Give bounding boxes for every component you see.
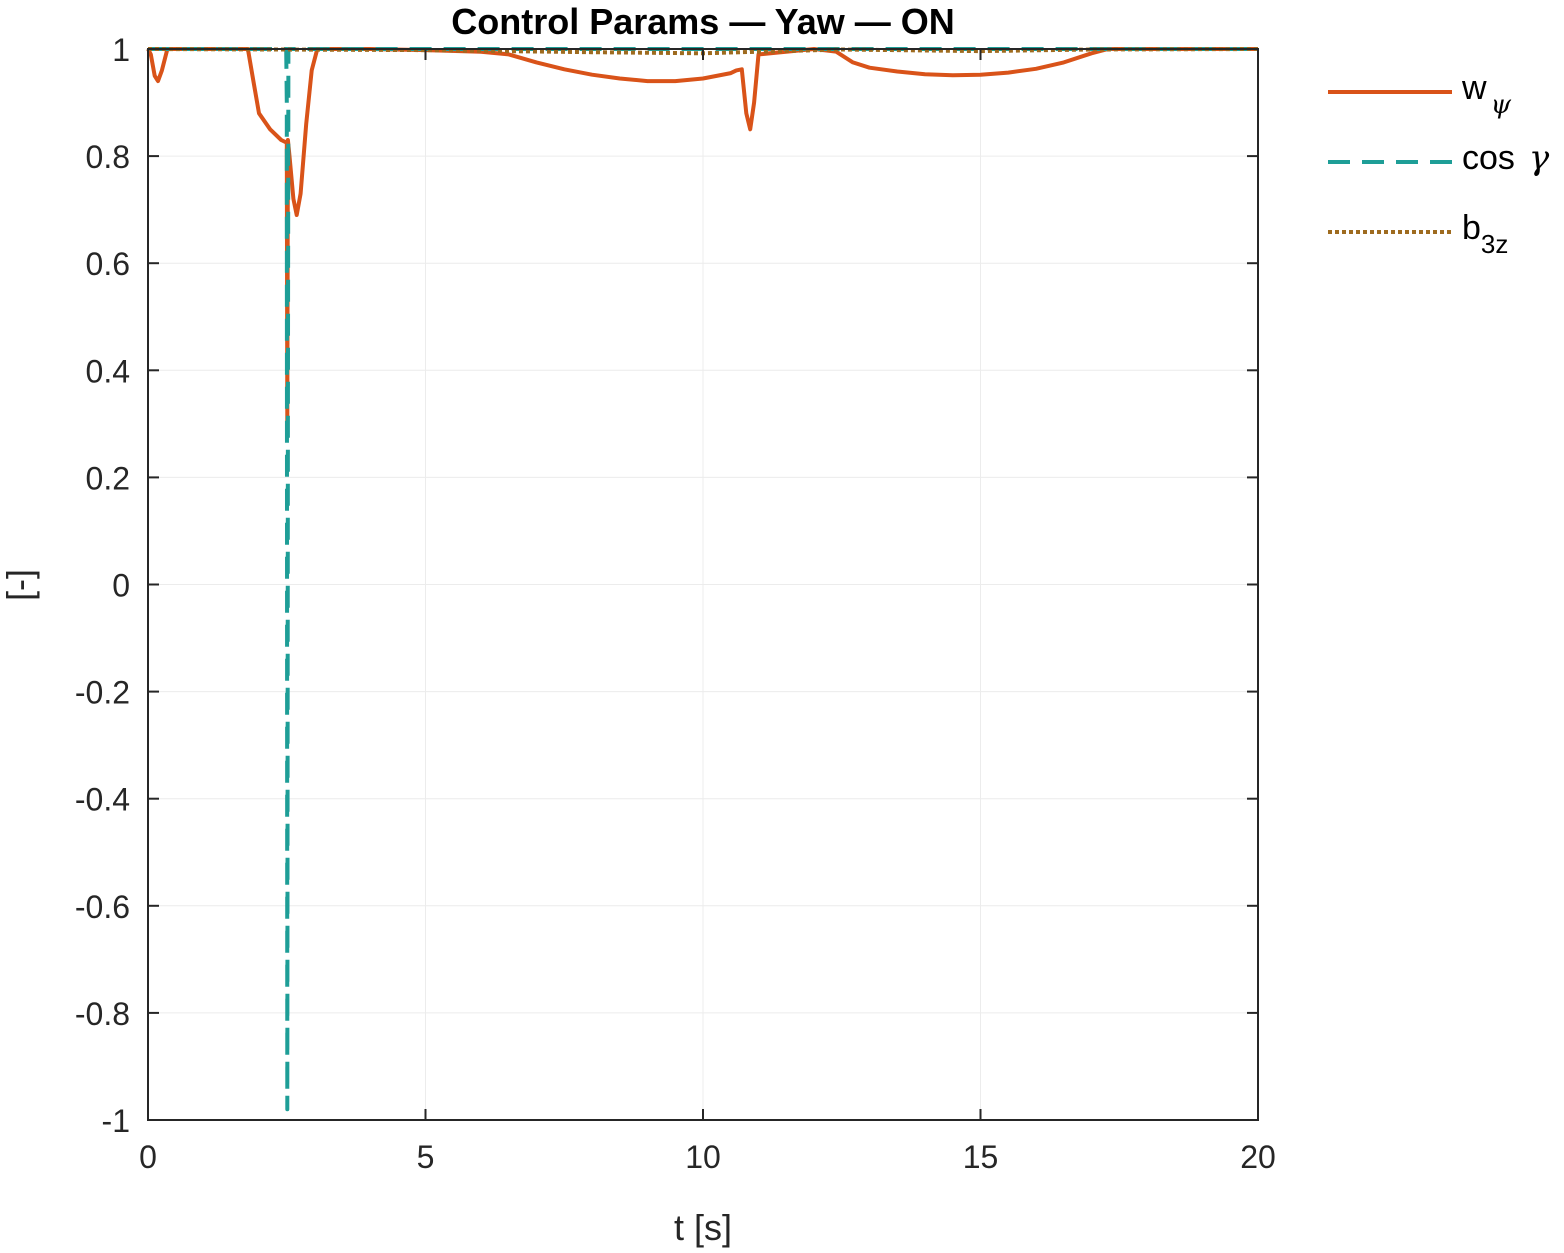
y-tick-label: -1 — [102, 1103, 130, 1139]
legend-label-sub: ψ — [1491, 90, 1512, 120]
x-tick-label: 5 — [417, 1139, 435, 1175]
y-tick-label: 0 — [112, 568, 130, 604]
legend-label-sub: γ — [1529, 138, 1550, 178]
grid — [147, 48, 1259, 1121]
x-tick-label: 0 — [139, 1139, 157, 1175]
legend-label-main: w — [1461, 69, 1487, 107]
y-tick-label: 0.6 — [86, 246, 130, 282]
legend-label: b3z — [1462, 209, 1508, 259]
series-line-0 — [146, 47, 1258, 426]
legend-label-main: cos — [1462, 139, 1515, 177]
legend-label-main: b — [1462, 209, 1481, 247]
y-tick-label: -0.2 — [75, 675, 130, 711]
y-tick-label: 0.8 — [86, 139, 130, 175]
chart-title: Control Params — Yaw — ON — [451, 1, 954, 42]
y-tick-label: -0.8 — [75, 996, 130, 1032]
y-axis-label: [-] — [0, 569, 40, 601]
y-tick-label: 0.4 — [86, 353, 130, 389]
x-tick-label: 15 — [963, 1139, 999, 1175]
y-tick-label: 1 — [112, 32, 130, 68]
x-tick-label: 10 — [685, 1139, 721, 1175]
legend: w ψ cos γ b3z — [1328, 69, 1550, 259]
y-tick-label: -0.4 — [75, 782, 130, 818]
x-axis-label: t [s] — [674, 1207, 732, 1248]
legend-label: cos γ — [1462, 138, 1550, 178]
legend-label-sub: 3z — [1481, 229, 1508, 259]
y-tick-label: -0.6 — [75, 889, 130, 925]
ticks: 0 5 10 15 20 -1 -0.8 -0.6 -0.4 -0.2 0 0.2 0.4 0.6 0.8 1 — [75, 32, 1276, 1175]
x-tick-label: 20 — [1240, 1139, 1276, 1175]
series-line-2 — [147, 47, 1259, 56]
y-tick-label: 0.2 — [86, 460, 130, 496]
